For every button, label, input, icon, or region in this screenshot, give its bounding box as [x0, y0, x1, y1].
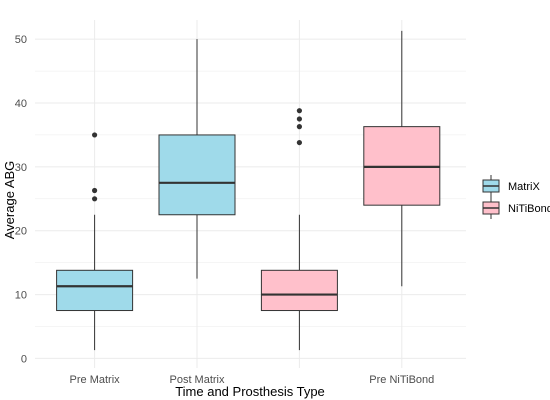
y-axis-title: Average ABG — [2, 161, 17, 240]
box-2 — [158, 39, 236, 279]
y-tick-label: 30 — [15, 162, 27, 174]
legend-item: NiTiBond — [482, 197, 550, 219]
axes: 0 10 20 30 40 50 Pre Matrix Post Matrix Pre NiTi… — [15, 34, 435, 386]
x-tick-label: Post Matrix — [169, 374, 225, 386]
y-tick-label: 40 — [15, 98, 27, 110]
outlier-point — [296, 108, 302, 114]
y-tick-label: 50 — [15, 34, 27, 46]
boxes — [56, 30, 441, 351]
legend-item: MatriX — [482, 175, 540, 197]
x-axis-title: Time and Prosthesis Type — [175, 384, 325, 399]
legend: MatriX NiTiBond — [482, 175, 550, 219]
outlier-point — [296, 116, 302, 122]
legend-label: NiTiBond — [508, 203, 550, 215]
box-1 — [56, 132, 134, 351]
x-tick-label: Pre NiTiBond — [369, 374, 434, 386]
outlier-point — [92, 196, 98, 202]
legend-label: MatriX — [508, 181, 540, 193]
y-tick-label: 20 — [15, 226, 27, 238]
box-body — [56, 269, 134, 312]
box-4 — [363, 30, 441, 287]
box-body — [158, 134, 236, 216]
box-3 — [260, 108, 338, 351]
y-tick-label: 0 — [21, 353, 27, 365]
box-body — [260, 269, 338, 312]
outlier-point — [296, 139, 302, 146]
outlier-point — [296, 124, 302, 130]
x-tick-label: Pre Matrix — [70, 374, 121, 386]
y-tick-label: 10 — [15, 290, 27, 302]
outlier-point — [92, 187, 98, 194]
outlier-point — [92, 132, 98, 138]
